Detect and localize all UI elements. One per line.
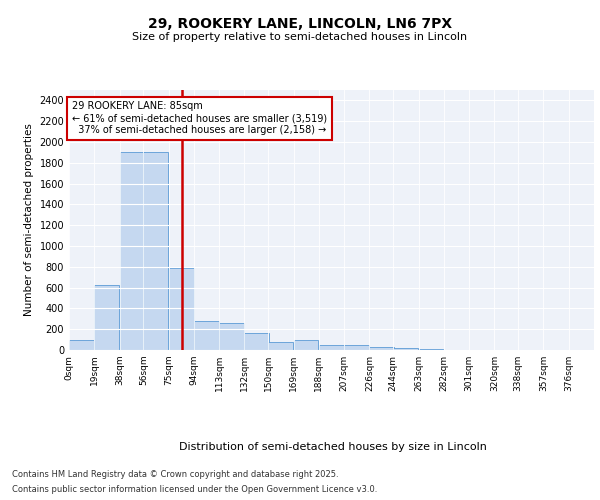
Bar [370,347,394,350]
Text: Distribution of semi-detached houses by size in Lincoln: Distribution of semi-detached houses by … [179,442,487,452]
Text: 29, ROOKERY LANE, LINCOLN, LN6 7PX: 29, ROOKERY LANE, LINCOLN, LN6 7PX [148,18,452,32]
Text: Contains public sector information licensed under the Open Government Licence v3: Contains public sector information licen… [12,485,377,494]
Bar [119,152,145,350]
Text: 29 ROOKERY LANE: 85sqm
← 61% of semi-detached houses are smaller (3,519)
  37% o: 29 ROOKERY LANE: 85sqm ← 61% of semi-det… [71,102,327,134]
Bar [319,345,344,350]
Bar [344,345,369,350]
Bar [69,340,94,350]
Bar [194,321,219,350]
Bar [394,348,418,350]
Bar [219,323,244,350]
Y-axis label: Number of semi-detached properties: Number of semi-detached properties [24,124,34,316]
Bar [268,342,293,350]
Bar [244,334,269,350]
Bar [94,285,119,350]
Bar [169,268,194,350]
Bar [293,340,319,350]
Text: Contains HM Land Registry data © Crown copyright and database right 2025.: Contains HM Land Registry data © Crown c… [12,470,338,479]
Text: Size of property relative to semi-detached houses in Lincoln: Size of property relative to semi-detach… [133,32,467,42]
Bar [143,152,168,350]
